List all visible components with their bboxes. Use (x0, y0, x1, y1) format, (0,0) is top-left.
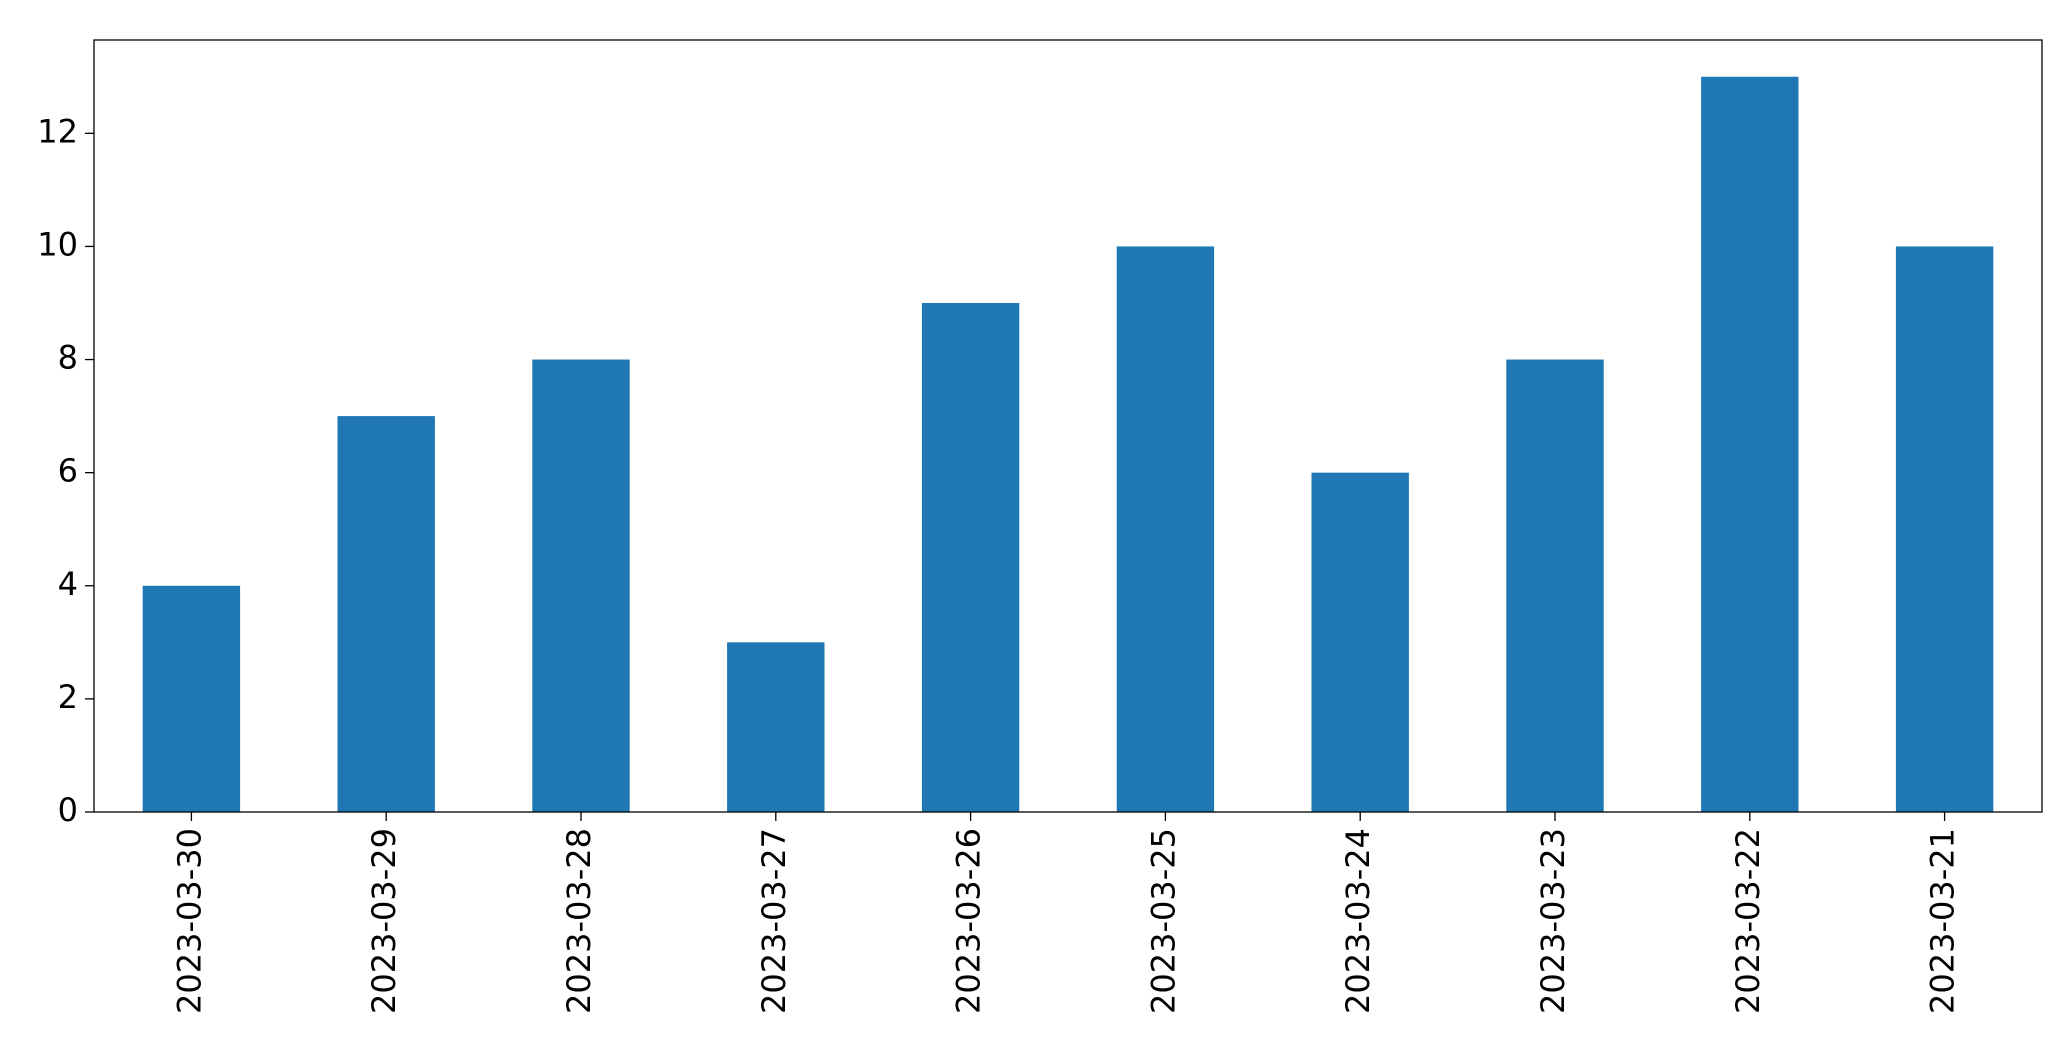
y-tick-label: 0 (58, 791, 78, 829)
bar (337, 416, 435, 812)
bar (1701, 76, 1799, 812)
x-tick-label: 2023-03-30 (170, 828, 208, 1014)
y-tick-label: 2 (58, 678, 78, 716)
y-tick-label: 4 (58, 565, 78, 603)
y-tick-label: 6 (58, 452, 78, 490)
x-tick-label: 2023-03-22 (1729, 828, 1767, 1014)
bar (727, 642, 825, 812)
bar (1506, 359, 1604, 812)
x-tick-label: 2023-03-29 (365, 828, 403, 1014)
y-tick-label: 10 (37, 225, 78, 263)
x-tick-label: 2023-03-27 (755, 828, 793, 1014)
x-tick-label: 2023-03-28 (560, 828, 598, 1014)
bar (1311, 472, 1409, 812)
y-tick-label: 8 (58, 339, 78, 377)
bar (1895, 246, 1994, 812)
y-tick-label: 12 (37, 112, 78, 150)
x-tick-label: 2023-03-25 (1144, 828, 1182, 1014)
plot-frame (93, 39, 2043, 813)
x-tick-label: 2023-03-24 (1339, 828, 1377, 1014)
x-tick-label: 2023-03-26 (950, 828, 988, 1014)
bar (921, 302, 1020, 812)
bar (1116, 246, 1215, 812)
x-tick-label: 2023-03-21 (1924, 828, 1962, 1014)
bar (532, 359, 630, 812)
bar (142, 585, 241, 812)
x-tick-label: 2023-03-23 (1534, 828, 1572, 1014)
